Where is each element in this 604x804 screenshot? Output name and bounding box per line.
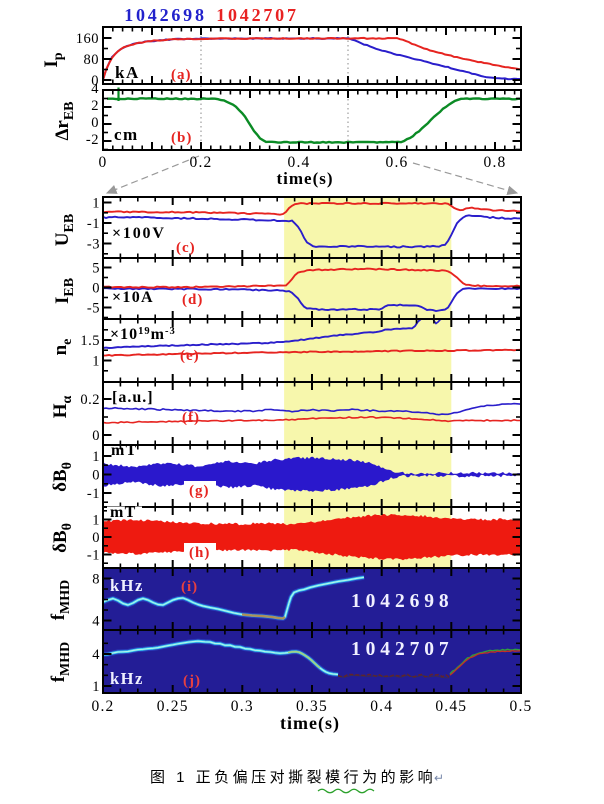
svg-text:0.4: 0.4: [370, 698, 393, 715]
svg-text:IEB: IEB: [52, 278, 77, 304]
svg-text:0.5: 0.5: [510, 698, 533, 715]
svg-text:0.35: 0.35: [296, 698, 328, 715]
svg-text:0: 0: [92, 468, 100, 484]
svg-text:[a.u.]: [a.u.]: [112, 389, 154, 406]
svg-text:(h): (h): [189, 545, 210, 561]
svg-text:0: 0: [92, 428, 100, 444]
svg-text:1: 1: [92, 354, 100, 370]
svg-text:(f): (f): [182, 410, 200, 426]
svg-text:×10A: ×10A: [112, 289, 154, 306]
svg-text:-2: -2: [86, 132, 99, 148]
svg-text:1042698: 1042698: [124, 5, 207, 25]
svg-text:0.4: 0.4: [288, 154, 311, 171]
svg-text:4: 4: [92, 647, 100, 663]
svg-text:cm: cm: [114, 125, 139, 144]
svg-text:(i): (i): [181, 579, 198, 595]
svg-text:-3: -3: [87, 237, 100, 253]
svg-text:4: 4: [92, 614, 100, 630]
svg-text:80: 80: [84, 52, 100, 68]
svg-text:1: 1: [92, 196, 100, 212]
svg-text:0: 0: [92, 530, 100, 546]
svg-text:(b): (b): [171, 130, 192, 146]
svg-text:1042698: 1042698: [351, 591, 454, 612]
svg-text:0.2: 0.2: [190, 154, 213, 171]
svg-text:0.3: 0.3: [231, 698, 254, 715]
svg-text:0.8: 0.8: [484, 154, 507, 171]
svg-text:0: 0: [91, 73, 99, 89]
svg-text:8: 8: [92, 572, 100, 588]
svg-text:time(s): time(s): [276, 169, 333, 188]
svg-text:(j): (j): [183, 673, 201, 689]
svg-text:(d): (d): [182, 292, 203, 308]
svg-text:160: 160: [76, 31, 99, 47]
svg-text:0.2: 0.2: [80, 392, 100, 408]
svg-text:(c): (c): [176, 240, 196, 256]
svg-text:mT: mT: [110, 504, 137, 521]
svg-text:0.45: 0.45: [435, 698, 467, 715]
svg-text:1: 1: [92, 679, 100, 695]
svg-text:2: 2: [91, 98, 99, 114]
svg-text:1: 1: [92, 449, 100, 465]
svg-text:δBθ: δBθ: [50, 462, 75, 492]
svg-text:↵: ↵: [434, 771, 444, 785]
svg-text:0: 0: [91, 115, 99, 131]
svg-text:0: 0: [92, 281, 100, 297]
svg-text:-1: -1: [87, 216, 100, 232]
svg-text:kHz: kHz: [110, 576, 144, 595]
svg-text:0.25: 0.25: [157, 698, 189, 715]
svg-text:(e): (e): [180, 348, 200, 364]
svg-text:0.2: 0.2: [92, 698, 115, 715]
svg-text:time(s): time(s): [280, 713, 340, 734]
svg-text:1.5: 1.5: [80, 333, 100, 349]
svg-text:图 1 正负偏压对撕裂模行为的影响: 图 1 正负偏压对撕裂模行为的影响: [150, 769, 436, 786]
svg-text:×1019m-3: ×1019m-3: [110, 326, 176, 343]
svg-text:0: 0: [99, 154, 108, 171]
svg-text:1: 1: [92, 513, 100, 529]
svg-text:5: 5: [92, 261, 100, 277]
svg-text:kHz: kHz: [110, 669, 144, 688]
svg-text:1042707: 1042707: [216, 5, 299, 25]
svg-text:-5: -5: [87, 301, 100, 317]
svg-text:mT: mT: [111, 442, 138, 459]
svg-text:(g): (g): [189, 483, 210, 499]
svg-text:kA: kA: [115, 63, 140, 82]
svg-text:-1: -1: [87, 486, 100, 502]
svg-text:×100V: ×100V: [112, 225, 166, 242]
svg-text:4: 4: [91, 81, 99, 97]
svg-text:1042707: 1042707: [351, 639, 454, 660]
svg-text:-1: -1: [87, 548, 100, 564]
svg-text:0.6: 0.6: [386, 154, 409, 171]
svg-text:(a): (a): [171, 67, 192, 83]
